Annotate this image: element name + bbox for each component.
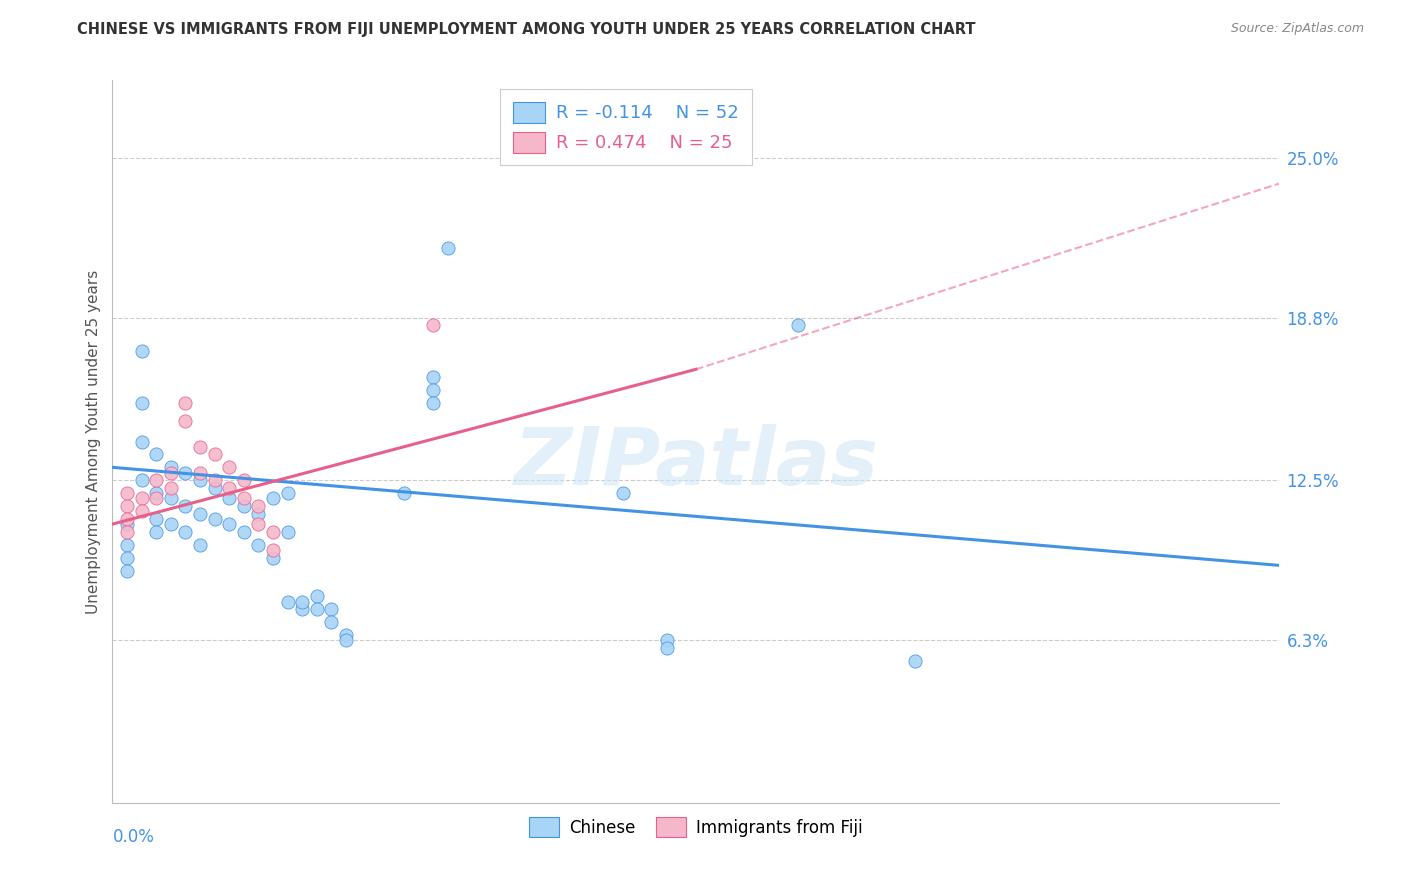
Point bbox=[160, 481, 183, 495]
Text: ZIPatlas: ZIPatlas bbox=[513, 425, 879, 502]
Point bbox=[232, 524, 254, 539]
Point bbox=[188, 507, 211, 521]
Point bbox=[131, 504, 153, 518]
Point bbox=[276, 594, 298, 608]
Text: CHINESE VS IMMIGRANTS FROM FIJI UNEMPLOYMENT AMONG YOUTH UNDER 25 YEARS CORRELAT: CHINESE VS IMMIGRANTS FROM FIJI UNEMPLOY… bbox=[77, 22, 976, 37]
Point bbox=[160, 517, 183, 532]
Point bbox=[145, 491, 167, 506]
Point bbox=[160, 460, 183, 475]
Point bbox=[188, 440, 211, 454]
Y-axis label: Unemployment Among Youth under 25 years: Unemployment Among Youth under 25 years bbox=[86, 269, 101, 614]
Legend: Chinese, Immigrants from Fiji: Chinese, Immigrants from Fiji bbox=[522, 809, 870, 845]
Point bbox=[218, 517, 240, 532]
Point bbox=[115, 499, 138, 513]
Point bbox=[115, 524, 138, 539]
Text: Source: ZipAtlas.com: Source: ZipAtlas.com bbox=[1230, 22, 1364, 36]
Point bbox=[131, 491, 153, 506]
Point bbox=[204, 512, 226, 526]
Point bbox=[232, 473, 254, 487]
Point bbox=[262, 542, 284, 557]
Point bbox=[422, 396, 444, 410]
Point bbox=[437, 241, 460, 255]
Point bbox=[247, 499, 270, 513]
Point bbox=[291, 594, 314, 608]
Point bbox=[131, 473, 153, 487]
Point bbox=[145, 486, 167, 500]
Point bbox=[218, 460, 240, 475]
Point bbox=[188, 466, 211, 480]
Point bbox=[188, 538, 211, 552]
Point bbox=[115, 517, 138, 532]
Point bbox=[305, 590, 328, 604]
Point bbox=[204, 481, 226, 495]
Point bbox=[335, 628, 357, 642]
Point bbox=[160, 491, 183, 506]
Point bbox=[131, 396, 153, 410]
Point bbox=[321, 602, 343, 616]
Point bbox=[335, 633, 357, 648]
Point bbox=[276, 486, 298, 500]
Point bbox=[204, 473, 226, 487]
Point bbox=[247, 538, 270, 552]
Point bbox=[232, 491, 254, 506]
Point bbox=[115, 538, 138, 552]
Point bbox=[422, 383, 444, 397]
Point bbox=[422, 318, 444, 333]
Point bbox=[321, 615, 343, 630]
Point bbox=[174, 396, 197, 410]
Point bbox=[394, 486, 416, 500]
Point bbox=[262, 524, 284, 539]
Point bbox=[218, 491, 240, 506]
Point bbox=[262, 491, 284, 506]
Point bbox=[276, 524, 298, 539]
Point bbox=[115, 486, 138, 500]
Point bbox=[218, 481, 240, 495]
Point bbox=[174, 466, 197, 480]
Point bbox=[174, 524, 197, 539]
Point bbox=[145, 447, 167, 461]
Point bbox=[145, 512, 167, 526]
Point bbox=[291, 602, 314, 616]
Point bbox=[145, 524, 167, 539]
Point bbox=[174, 414, 197, 428]
Point bbox=[160, 466, 183, 480]
Point bbox=[232, 499, 254, 513]
Point bbox=[188, 473, 211, 487]
Point bbox=[787, 318, 810, 333]
Point bbox=[145, 473, 167, 487]
Point bbox=[422, 370, 444, 384]
Point bbox=[612, 486, 634, 500]
Point bbox=[131, 434, 153, 449]
Point bbox=[115, 564, 138, 578]
Point bbox=[262, 550, 284, 565]
Text: 0.0%: 0.0% bbox=[112, 828, 155, 847]
Point bbox=[247, 507, 270, 521]
Point bbox=[115, 550, 138, 565]
Point bbox=[174, 499, 197, 513]
Point bbox=[904, 654, 927, 668]
Point bbox=[247, 517, 270, 532]
Point bbox=[655, 633, 678, 648]
Point bbox=[655, 640, 678, 655]
Point bbox=[305, 602, 328, 616]
Point bbox=[131, 344, 153, 359]
Point bbox=[204, 447, 226, 461]
Point bbox=[115, 512, 138, 526]
